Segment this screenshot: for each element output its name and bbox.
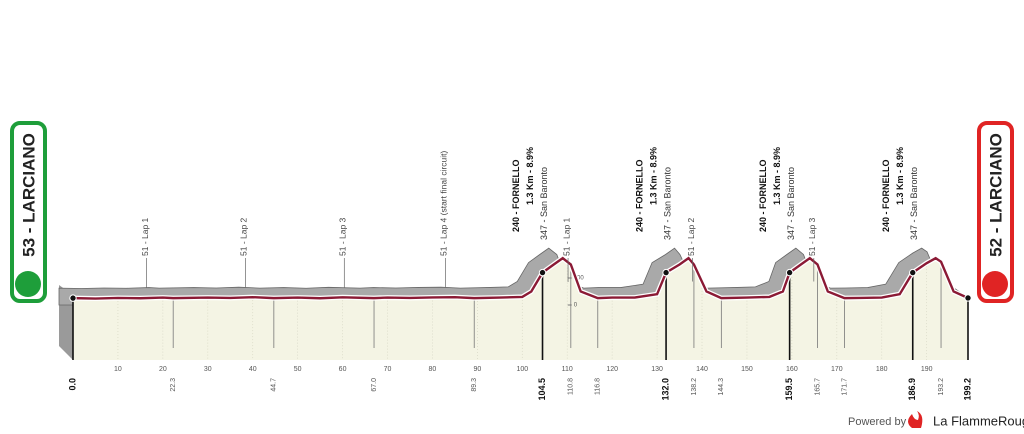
x-tick-label: 160 bbox=[786, 366, 798, 373]
x-tick-label: 180 bbox=[876, 366, 888, 373]
key-label: 0.0 bbox=[67, 378, 77, 391]
distance-label: 110.8 bbox=[568, 378, 575, 395]
key-dot bbox=[785, 268, 794, 277]
key-label: 132.0 bbox=[660, 378, 670, 401]
key-label: 199.2 bbox=[962, 378, 972, 401]
distance-label: 138.2 bbox=[691, 378, 698, 396]
x-tick-label: 130 bbox=[651, 366, 663, 373]
x-tick-label: 60 bbox=[339, 366, 347, 373]
x-tick-label: 10 bbox=[114, 366, 122, 373]
distance-label: 44.7 bbox=[271, 378, 278, 392]
climb-label: 1.3 Km - 8.9% bbox=[772, 147, 782, 205]
finish-label: 52 - LARCIANO bbox=[986, 133, 1005, 257]
distance-label: 89.3 bbox=[471, 378, 478, 392]
distance-label: 193.2 bbox=[938, 378, 945, 396]
brand: La FlammeRouge bbox=[933, 413, 1024, 428]
start-badge bbox=[10, 121, 47, 303]
profile-shadow bbox=[58, 247, 969, 306]
x-tick-label: 50 bbox=[294, 366, 302, 373]
lap-label: 51 - Lap 3 bbox=[807, 217, 817, 256]
x-tick-label: 40 bbox=[249, 366, 257, 373]
finish-badge bbox=[977, 121, 1014, 303]
distance-label: 116.8 bbox=[595, 378, 602, 395]
lap-label: 51 - Lap 1 bbox=[140, 217, 150, 256]
profile-area bbox=[73, 258, 968, 360]
key-dot bbox=[69, 294, 77, 302]
powered-by: Powered by bbox=[848, 416, 907, 428]
lap-label: 51 - Lap 1 bbox=[561, 217, 571, 256]
start-icon bbox=[15, 271, 41, 297]
climb-label: 240 - FORNELLO bbox=[758, 159, 768, 232]
lap-label: 51 - Lap 2 bbox=[239, 217, 249, 256]
x-tick-label: 100 bbox=[516, 366, 528, 373]
x-tick-label: 30 bbox=[204, 366, 212, 373]
climb-label: 1.3 Km - 8.9% bbox=[648, 147, 658, 205]
x-tick-label: 150 bbox=[741, 366, 753, 373]
x-tick-label: 120 bbox=[606, 366, 618, 373]
distance-label: 171.7 bbox=[841, 378, 848, 396]
climb-label: 347 - San Baronto bbox=[539, 167, 549, 240]
y-tick-label: 0 bbox=[574, 303, 578, 309]
key-dot bbox=[964, 294, 972, 302]
key-label: 159.5 bbox=[784, 378, 794, 401]
x-tick-label: 70 bbox=[384, 366, 392, 373]
lap-label: 51 - Lap 3 bbox=[338, 217, 348, 256]
x-tick-label: 190 bbox=[921, 366, 933, 373]
climb-label: 1.3 Km - 8.9% bbox=[525, 147, 535, 205]
profile-line bbox=[72, 256, 969, 300]
climb-label: 1.3 Km - 8.9% bbox=[895, 147, 905, 205]
climb-label: 347 - San Baronto bbox=[662, 167, 672, 240]
x-tick-label: 20 bbox=[159, 366, 167, 373]
key-label: 186.9 bbox=[907, 378, 917, 401]
x-tick-label: 90 bbox=[473, 366, 481, 373]
finish-icon bbox=[982, 271, 1008, 297]
y-tick-label: 200 bbox=[574, 276, 585, 282]
key-dot bbox=[538, 268, 547, 277]
climb-label: 240 - FORNELLO bbox=[881, 159, 891, 232]
x-tick-label: 110 bbox=[562, 366, 573, 373]
x-tick-label: 140 bbox=[696, 366, 708, 373]
climb-label: 240 - FORNELLO bbox=[634, 159, 644, 232]
distance-label: 67.0 bbox=[371, 378, 378, 392]
lap-label: 51 - Lap 4 (start final circuit) bbox=[439, 150, 449, 256]
start-label: 53 - LARCIANO bbox=[19, 133, 38, 257]
key-dot bbox=[909, 268, 917, 277]
distance-label: 165.7 bbox=[814, 378, 821, 396]
climb-label: 240 - FORNELLO bbox=[511, 159, 521, 232]
lap-label: 51 - Lap 2 bbox=[686, 217, 696, 256]
climb-label: 347 - San Baronto bbox=[909, 167, 919, 240]
key-label: 104.5 bbox=[537, 378, 547, 401]
climb-label: 347 - San Baronto bbox=[786, 167, 796, 240]
x-tick-label: 170 bbox=[831, 366, 843, 373]
x-tick-label: 80 bbox=[429, 366, 437, 373]
distance-label: 22.3 bbox=[170, 378, 177, 392]
distance-label: 144.3 bbox=[718, 378, 725, 396]
brand-icon bbox=[908, 411, 923, 428]
key-dot bbox=[662, 268, 670, 277]
